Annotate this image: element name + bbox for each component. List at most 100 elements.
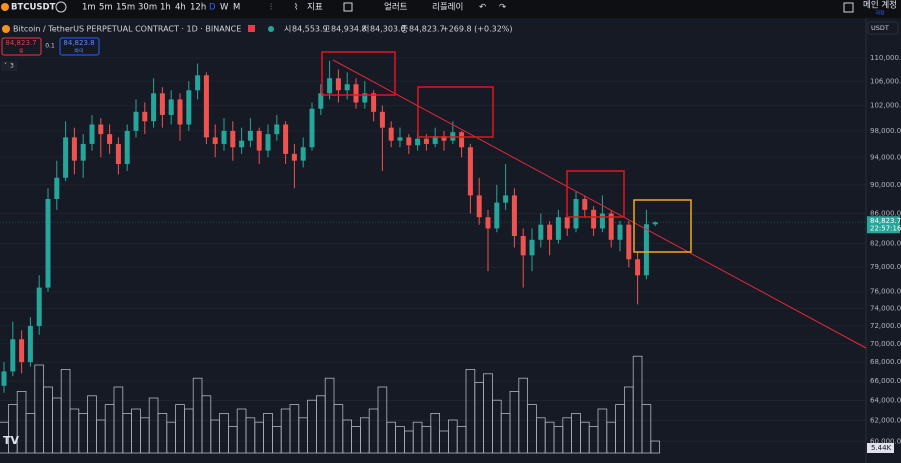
y-tick-label: 72,000.0 xyxy=(870,322,901,330)
candle-body xyxy=(379,111,385,128)
candle-body xyxy=(247,130,253,141)
volume-bar xyxy=(641,404,652,454)
indicator-icon[interactable]: ⌇ xyxy=(294,3,298,13)
indicators[interactable]: 지표 xyxy=(307,3,323,13)
highlight-box[interactable] xyxy=(566,170,625,218)
candle-body xyxy=(327,78,333,94)
add-symbol[interactable] xyxy=(55,1,67,13)
candle-body xyxy=(441,136,447,141)
layout-icon[interactable] xyxy=(343,2,353,12)
candle-body xyxy=(335,78,341,91)
candle-body xyxy=(599,213,605,229)
highlight-box[interactable] xyxy=(633,199,692,253)
candle-body xyxy=(142,111,148,122)
y-tick-label: 94,000.0 xyxy=(870,153,901,161)
candle-body xyxy=(617,224,623,240)
toolbar xyxy=(0,0,901,18)
candle-body xyxy=(652,222,658,225)
currency-select[interactable] xyxy=(867,21,899,35)
candle-body xyxy=(362,93,368,103)
fullscreen[interactable] xyxy=(843,2,854,13)
candle-body xyxy=(476,195,482,218)
drawings xyxy=(321,51,867,349)
candle-body xyxy=(371,93,377,112)
save[interactable]: 저장 xyxy=(875,10,885,17)
buy-label[interactable]: 바이 xyxy=(74,48,83,55)
candle-body xyxy=(494,202,500,229)
currency[interactable]: USDT xyxy=(871,24,889,32)
candle-body xyxy=(107,134,113,144)
candle-body xyxy=(529,239,535,256)
sell-price[interactable]: 84,823.7 xyxy=(5,39,36,47)
candle-body xyxy=(98,124,104,135)
interval[interactable]: 5m xyxy=(99,3,113,13)
trend-line[interactable] xyxy=(332,59,867,349)
candle-body xyxy=(159,93,165,115)
account[interactable]: 메인 계정 xyxy=(863,0,897,11)
candle-body xyxy=(635,259,641,276)
candle-body xyxy=(573,198,579,229)
interval[interactable]: 12h xyxy=(190,3,206,13)
indicator-toggle[interactable] xyxy=(1,61,17,71)
interval[interactable]: W xyxy=(220,3,229,13)
interval[interactable]: 30m xyxy=(138,3,157,13)
symbol[interactable]: BTCUSDT xyxy=(11,3,56,13)
candle-body xyxy=(19,339,25,363)
candle-body xyxy=(397,137,403,141)
candle-body xyxy=(344,84,350,91)
candle-body xyxy=(186,90,192,125)
candle-body xyxy=(212,137,218,144)
candle-body xyxy=(406,137,412,146)
y-tick-label: 64,000.0 xyxy=(870,396,901,404)
undo[interactable]: ↶ xyxy=(479,3,486,13)
quantity[interactable]: 0.1 xyxy=(45,43,55,50)
alert[interactable]: 얼러트 xyxy=(384,2,408,13)
buy-button[interactable] xyxy=(59,37,100,56)
highlight-box[interactable] xyxy=(417,86,494,138)
interval[interactable]: M xyxy=(233,3,240,13)
replay[interactable]: 리플레이 xyxy=(432,2,463,13)
y-tick-label: 106,000.0 xyxy=(870,77,901,85)
chart-type-icon[interactable]: ⫶ xyxy=(270,2,272,13)
candle-body xyxy=(133,111,139,131)
y-tick-label: 102,000.0 xyxy=(870,102,901,110)
y-tick-label: 82,000.0 xyxy=(870,240,901,248)
interval[interactable]: 15m xyxy=(116,3,135,13)
candle-body xyxy=(300,147,306,161)
sell-label[interactable]: 셀 xyxy=(19,48,24,55)
legend-icon xyxy=(2,25,10,33)
flag[interactable] xyxy=(248,25,255,32)
candle-body xyxy=(230,130,236,148)
interval[interactable]: D xyxy=(209,3,216,13)
symbol-icon xyxy=(1,3,9,11)
indicator-count[interactable]: 3 xyxy=(10,63,14,70)
chevron[interactable]: ˅ xyxy=(4,63,7,70)
close: 84,823.7 xyxy=(409,25,445,34)
candle-body xyxy=(547,224,553,240)
candle-body xyxy=(45,198,51,288)
y-tick-label: 62,000.0 xyxy=(870,417,901,425)
interval[interactable]: 4h xyxy=(175,3,186,13)
candle-body xyxy=(467,147,473,196)
candle-body xyxy=(256,130,262,151)
candle-body xyxy=(415,138,421,146)
candle-body xyxy=(36,287,42,326)
highlight-box[interactable] xyxy=(321,51,396,96)
candle-body xyxy=(54,177,60,199)
y-tick-label: 66,000.0 xyxy=(870,377,901,385)
logo[interactable]: TV xyxy=(3,434,20,447)
countdown: 22:57:16 xyxy=(870,225,901,233)
buy-price[interactable]: 84,823.8 xyxy=(63,39,94,47)
candle-body xyxy=(538,224,544,240)
candle-body xyxy=(89,124,95,144)
y-tick-label: 60,000.0 xyxy=(870,437,901,445)
redo[interactable]: ↷ xyxy=(499,3,507,13)
interval[interactable]: 1h xyxy=(160,3,171,13)
candle-body xyxy=(591,209,597,229)
sell-button[interactable] xyxy=(1,37,42,56)
high: 84,934.8 xyxy=(331,25,367,34)
interval[interactable]: 1m xyxy=(82,3,96,13)
candle-body xyxy=(203,75,209,138)
candle-body xyxy=(1,371,7,386)
